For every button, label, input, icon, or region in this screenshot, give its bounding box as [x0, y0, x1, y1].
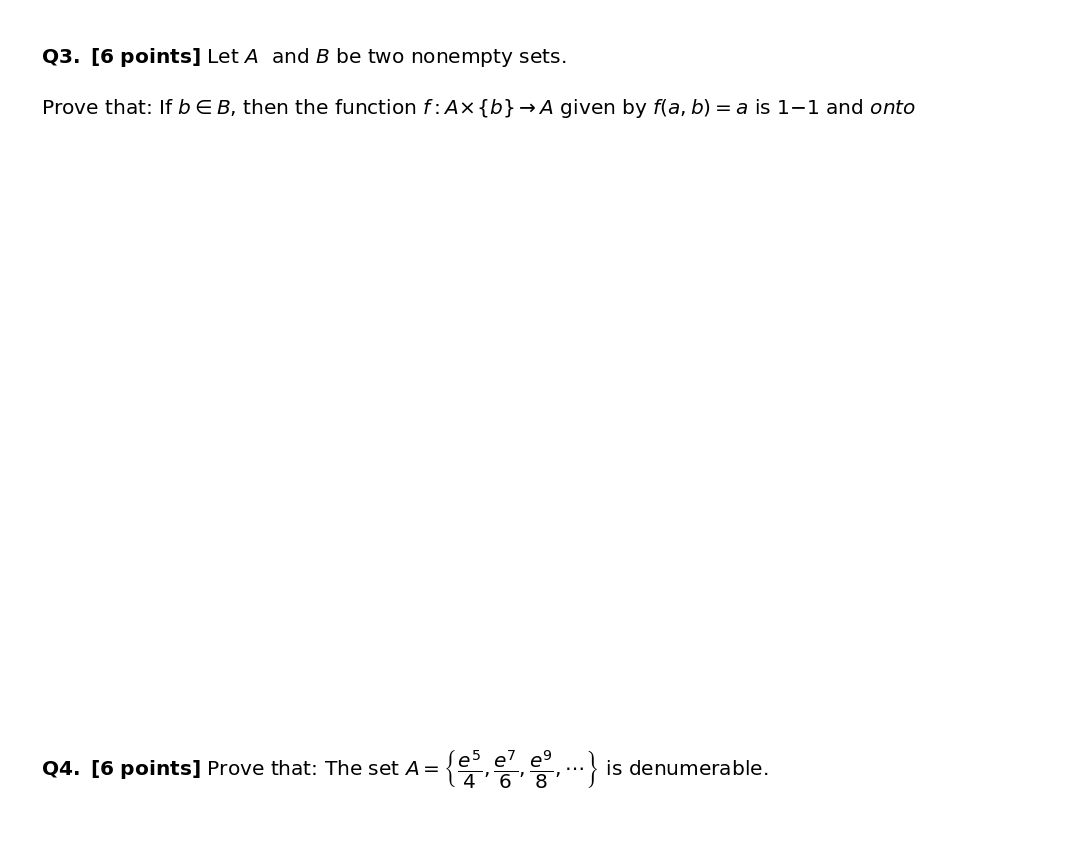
Text: Prove that: If $b \in B$, then the function $\mathit{f} : A\!\times\!\{b\} \righ: Prove that: If $b \in B$, then the funct… [41, 97, 916, 120]
Text: $\mathbf{Q4.\ [6\ points]}$ Prove that: The set $\mathit{A} = \left\{\dfrac{e^5}: $\mathbf{Q4.\ [6\ points]}$ Prove that: … [41, 747, 768, 789]
Text: $\mathbf{Q3.\ [6\ points]}$ Let $\mathit{A}$  and $\mathit{B}$ be two nonempty s: $\mathbf{Q3.\ [6\ points]}$ Let $\mathit… [41, 46, 566, 69]
